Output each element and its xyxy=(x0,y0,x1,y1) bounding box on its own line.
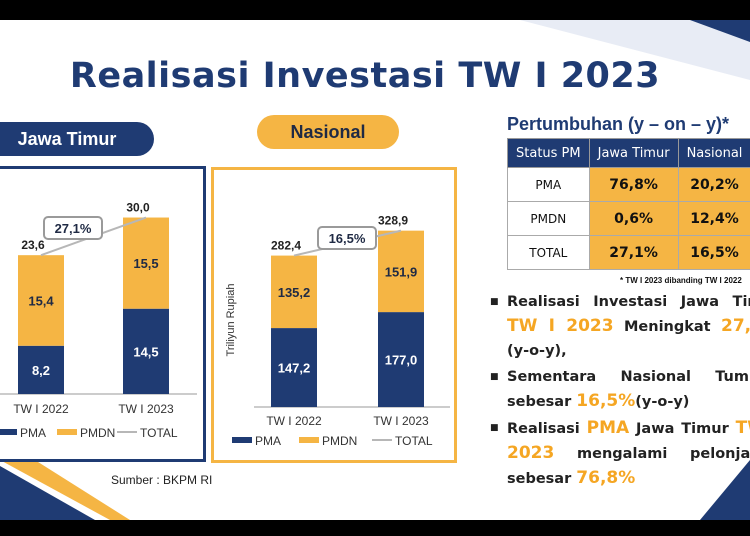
table-row: PMA 76,8% 20,2% xyxy=(507,167,750,202)
legend-swatch xyxy=(0,429,17,435)
x-tick-label: TW I 2022 xyxy=(13,402,69,416)
bullet-text: Realisasi Investasi Jawa Timur xyxy=(507,294,750,310)
deco-top-right-light xyxy=(520,20,750,80)
cell-total-nasional: 16,5% xyxy=(677,235,750,270)
slide: Realisasi Investasi TW I 2023 Jawa Timur… xyxy=(0,20,750,520)
bullet-item: Sementara Nasional Tumbuh sebesar 16,5%(… xyxy=(490,365,750,414)
legend-swatch xyxy=(57,429,77,435)
legend-swatch xyxy=(232,437,252,443)
growth-callout-label: 27,1% xyxy=(55,221,92,236)
row-label-total: TOTAL xyxy=(507,235,590,270)
growth-table-header-row: Status PM Jawa Timur Nasional xyxy=(507,138,750,168)
bar-pma xyxy=(18,345,64,394)
bar-pmdn xyxy=(18,255,64,346)
summary-bullets: Realisasi Investasi Jawa Timur TW I 2023… xyxy=(490,290,750,493)
data-label-pmdn: 15,5 xyxy=(133,256,158,271)
cell-pmdn-jatim: 0,6% xyxy=(588,201,679,236)
bar-pma xyxy=(378,312,424,407)
row-label-pma: PMA xyxy=(507,167,590,202)
bullet-highlight: TW I 2023 xyxy=(507,418,750,463)
legend-swatch xyxy=(299,437,319,443)
growth-footnote: * TW I 2023 dibanding TW I 2022 xyxy=(620,276,742,285)
cell-pmdn-nasional: 12,4% xyxy=(677,201,750,236)
bullet-item: Realisasi PMA Jawa Timur TW I 2023 menga… xyxy=(490,416,750,491)
data-label-total: 23,6 xyxy=(21,238,45,252)
data-label-pmdn: 151,9 xyxy=(385,264,418,279)
bullet-text: Jawa Timur xyxy=(629,421,736,437)
data-label-pma: 8,2 xyxy=(32,363,50,378)
cell-pma-jatim: 76,8% xyxy=(588,167,679,202)
bullet-text: Sementara Nasional Tumbuh sebesar xyxy=(507,369,750,410)
header-jawa-timur: Jawa Timur xyxy=(588,138,679,168)
table-row: PMDN 0,6% 12,4% xyxy=(507,201,750,236)
bullet-highlight: 16,5% xyxy=(576,391,636,411)
growth-callout-box xyxy=(317,226,377,250)
header-nasional: Nasional xyxy=(677,138,750,168)
table-row: TOTAL 27,1% 16,5% xyxy=(507,235,750,270)
bar-pma xyxy=(271,328,317,407)
x-tick-label: TW I 2023 xyxy=(373,414,429,428)
header-status-pm: Status PM xyxy=(507,138,590,168)
bullet-text: Meningkat xyxy=(613,319,722,335)
legend-label: TOTAL xyxy=(140,426,178,440)
data-label-pma: 147,2 xyxy=(278,361,311,376)
growth-table: Status PM Jawa Timur Nasional PMA 76,8% … xyxy=(507,138,750,270)
region-pill-nasional: Nasional xyxy=(257,115,399,149)
page-title: Realisasi Investasi TW I 2023 xyxy=(69,56,661,96)
bar-pmdn xyxy=(378,230,424,313)
region-pill-jawa-timur: Jawa Timur xyxy=(0,122,154,156)
bar-pma xyxy=(123,308,169,394)
bullet-highlight: PMA xyxy=(586,418,630,438)
legend-label: PMDN xyxy=(322,434,357,448)
legend-label: PMA xyxy=(20,426,46,440)
bar-pmdn xyxy=(123,217,169,309)
growth-table-title: Pertumbuhan (y – on – y)* xyxy=(507,114,730,134)
bullet-highlight: TW I 2023 xyxy=(507,316,614,336)
data-label-pma: 14,5 xyxy=(133,344,158,359)
cell-total-jatim: 27,1% xyxy=(588,235,679,270)
cell-pma-nasional: 20,2% xyxy=(677,167,750,202)
chart-jawa-timur: 8,2 15,4 23,6 TW I 2022 14,5 15,5 30,0 TW I 202… xyxy=(0,201,197,440)
growth-callout-box xyxy=(43,216,103,240)
bullet-text: (y-o-y), xyxy=(507,343,567,359)
deco-bottom-left-navy xyxy=(0,466,95,520)
source-note: Sumber : BKPM RI xyxy=(111,473,213,487)
bullet-text: Realisasi xyxy=(507,421,587,437)
bar-pmdn xyxy=(271,255,317,329)
data-label-total: 328,9 xyxy=(378,214,408,228)
x-tick-label: TW I 2023 xyxy=(118,402,174,416)
data-label-total: 30,0 xyxy=(126,201,150,215)
data-label-pma: 177,0 xyxy=(385,353,418,368)
bullet-text: (y-o-y) xyxy=(635,394,690,410)
legend-label: TOTAL xyxy=(395,434,433,448)
data-label-pmdn: 135,2 xyxy=(278,285,311,300)
x-tick-label: TW I 2022 xyxy=(266,414,322,428)
data-label-pmdn: 15,4 xyxy=(28,293,54,308)
deco-top-right-navy xyxy=(690,20,750,42)
bullet-highlight: 76,8% xyxy=(576,468,636,488)
chart-panel-nasional: 147,2 135,2 282,4 TW I 2022 177,0 151,9 328,9 T… xyxy=(211,167,457,463)
chart-nasional: 147,2 135,2 282,4 TW I 2022 177,0 151,9 328,9 T… xyxy=(225,214,450,448)
data-label-total: 282,4 xyxy=(271,239,301,253)
bullet-item: Realisasi Investasi Jawa Timur TW I 2023… xyxy=(490,290,750,363)
row-label-pmdn: PMDN xyxy=(507,201,590,236)
legend-label: PMA xyxy=(255,434,281,448)
bullet-text: mengalami pelonjakan sebesar xyxy=(507,446,750,487)
legend-label: PMDN xyxy=(80,426,115,440)
chart-panel-jawa-timur: 8,2 15,4 23,6 TW I 2022 14,5 15,5 30,0 TW I 202… xyxy=(0,166,206,462)
y-axis-label: Triliyun Rupiah xyxy=(225,284,237,357)
growth-callout-label: 16,5% xyxy=(329,231,366,246)
bullet-highlight: 27,1% xyxy=(721,316,750,336)
